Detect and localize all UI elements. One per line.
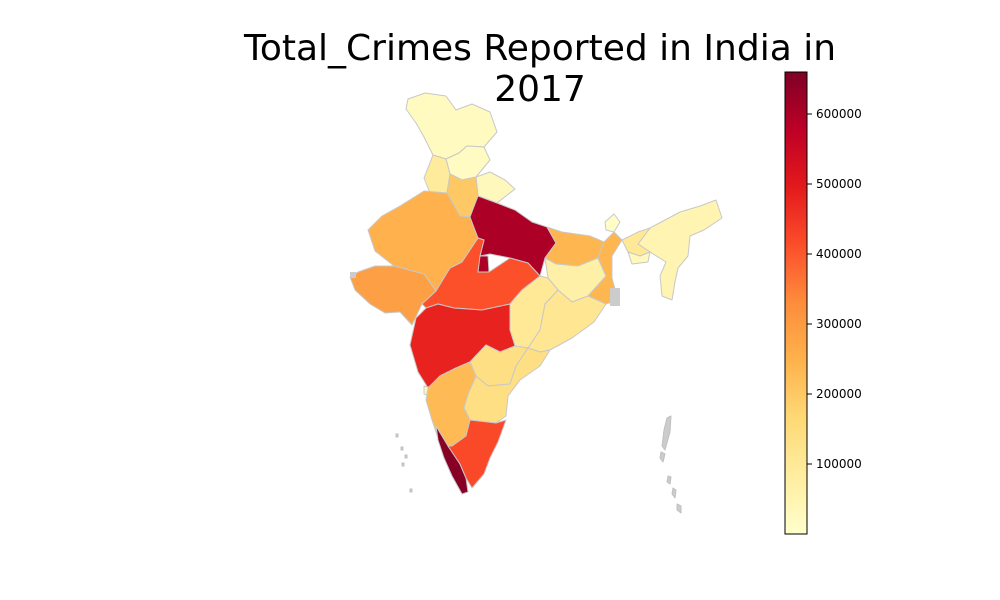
map-title: Total_Crimes Reported in India in 2017 <box>243 28 837 110</box>
colorbar-gradient <box>784 71 808 535</box>
region-karnataka <box>425 361 477 447</box>
colorbar-ticks: 100000 200000 300000 400000 500000 600000 <box>807 107 862 471</box>
andaman-nicobar-islands <box>659 415 682 514</box>
india-map <box>349 92 723 514</box>
colorbar-tick-label: 100000 <box>816 457 862 471</box>
region-punjab <box>423 154 451 194</box>
region-northeast <box>637 199 723 301</box>
colorbar-tick-label: 600000 <box>816 107 862 121</box>
region-meghalaya <box>627 251 651 265</box>
region-sikkim <box>604 213 621 233</box>
region-gujarat <box>349 265 437 326</box>
region-tamil-nadu <box>447 419 507 489</box>
region-west-bengal <box>587 231 623 305</box>
coastal-edges <box>350 272 620 306</box>
colorbar-tick-label: 300000 <box>816 317 862 331</box>
colorbar-tick-label: 400000 <box>816 247 862 261</box>
lakshadweep-islands <box>395 433 413 493</box>
colorbar: 100000 200000 300000 400000 500000 600000 <box>784 71 862 535</box>
colorbar-tick-label: 500000 <box>816 177 862 191</box>
colorbar-tick-label: 200000 <box>816 387 862 401</box>
region-odisha <box>527 289 607 353</box>
